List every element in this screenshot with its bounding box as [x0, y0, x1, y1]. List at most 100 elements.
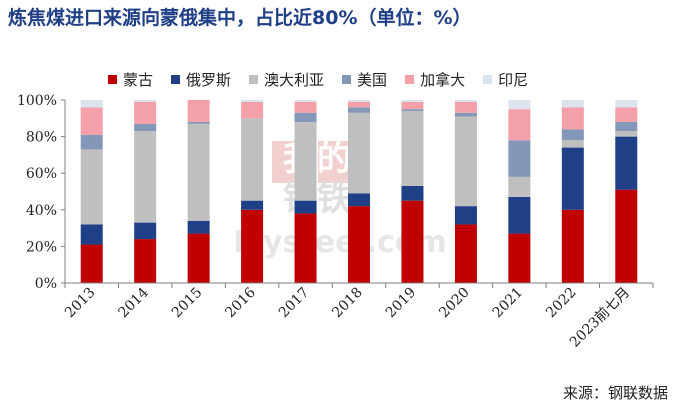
watermark-line1: 我的: [283, 139, 351, 179]
bar-segment-2019-加拿大: [401, 101, 424, 110]
source-note: 来源：钢联数据: [562, 384, 668, 402]
y-tick-label: 60%: [26, 166, 57, 182]
x-tick-label: 2019: [383, 285, 420, 322]
x-tick-label: 2018: [329, 285, 366, 322]
legend-label-mongolia: 蒙古: [123, 70, 154, 89]
legend: 蒙古 俄罗斯 澳大利亚 美国 加拿大 印尼: [108, 68, 528, 90]
legend-swatch-canada: [405, 74, 415, 84]
bar-segment-2014-印尼: [134, 100, 157, 102]
bar-segment-2021-印尼: [508, 100, 531, 110]
legend-label-canada: 加拿大: [420, 70, 466, 89]
bar-segment-2023前七月-美国: [615, 121, 638, 132]
bar-segment-2013-美国: [80, 134, 103, 150]
bar-segment-2014-美国: [134, 123, 157, 132]
legend-item-australia: 澳大利亚: [249, 69, 324, 90]
bar-segment-2021-美国: [508, 140, 531, 177]
bar-segment-2021-加拿大: [508, 109, 531, 141]
bar-segment-2020-美国: [454, 112, 477, 117]
bar-segment-2021-俄罗斯: [508, 196, 531, 234]
bar-segment-2021-蒙古: [508, 233, 531, 283]
bar-segment-2016-俄罗斯: [241, 200, 264, 210]
bar-segment-2019-蒙古: [401, 200, 424, 283]
bar-segment-2020-印尼: [454, 100, 477, 102]
legend-label-russia: 俄罗斯: [186, 70, 232, 89]
bar-segment-2021-澳大利亚: [508, 176, 531, 197]
bar-segment-2015-美国: [187, 121, 210, 124]
bar-segment-2014-澳大利亚: [134, 131, 157, 223]
bar-segment-2017-美国: [294, 112, 317, 122]
legend-label-usa: 美国: [357, 70, 388, 89]
legend-swatch-mongolia: [108, 74, 117, 84]
x-tick-label: 2016: [222, 284, 259, 321]
legend-swatch-usa: [342, 74, 352, 84]
bar-segment-2017-印尼: [294, 100, 317, 102]
bar-segment-2023前七月-俄罗斯: [615, 136, 638, 190]
x-tick-label: 2013: [62, 285, 99, 322]
bar-segment-2019-印尼: [401, 100, 424, 102]
bar-segment-2016-加拿大: [241, 101, 264, 119]
bar-segment-2014-加拿大: [134, 101, 157, 124]
x-tick-label: 2022: [543, 285, 580, 322]
bar-segment-2018-美国: [348, 107, 370, 113]
bar-segment-2020-蒙古: [454, 224, 477, 283]
bar-segment-2013-加拿大: [80, 107, 103, 135]
y-tick-label: 80%: [26, 130, 57, 146]
y-tick-label: 20%: [26, 239, 57, 255]
bar-segment-2016-澳大利亚: [241, 118, 264, 201]
bar-segment-2020-加拿大: [454, 101, 477, 113]
bar-segment-2015-加拿大: [187, 100, 210, 122]
y-tick-label: 0%: [35, 276, 57, 292]
watermark-line2: 钢铁: [283, 179, 351, 219]
bar-segment-2018-印尼: [348, 100, 370, 102]
x-tick-label: 2015: [169, 285, 206, 322]
bar-segment-2017-澳大利亚: [294, 121, 317, 201]
bar-segment-2018-澳大利亚: [348, 112, 370, 194]
legend-swatch-russia: [171, 74, 181, 84]
bar-segment-2017-俄罗斯: [294, 200, 317, 214]
legend-item-usa: 美国: [342, 69, 387, 90]
bar-segment-2022-印尼: [561, 100, 584, 108]
bar-segment-2016-蒙古: [241, 209, 264, 283]
bar-segment-2019-澳大利亚: [401, 110, 424, 187]
legend-item-mongolia: 蒙古: [108, 69, 153, 90]
x-tick-label: 2014: [115, 284, 152, 321]
bar-segment-2017-加拿大: [294, 101, 317, 113]
legend-label-australia: 澳大利亚: [264, 70, 325, 89]
x-tick-label: 2020: [436, 285, 473, 322]
bar-segment-2013-俄罗斯: [80, 224, 103, 245]
bar-segment-2013-印尼: [80, 100, 103, 108]
bar-segment-2018-俄罗斯: [348, 193, 370, 207]
watermark: 我的 钢铁 Mysteel.com: [233, 139, 447, 260]
legend-swatch-indonesia: [483, 74, 493, 84]
x-tick-label: 2017: [276, 285, 313, 322]
bar-segment-2023前七月-加拿大: [615, 107, 638, 122]
bar-segment-2020-俄罗斯: [454, 206, 477, 225]
bar-segment-2014-蒙古: [134, 239, 157, 283]
bar-segment-2013-蒙古: [80, 244, 103, 283]
bar-segment-2022-美国: [561, 129, 584, 141]
bar-segment-2022-加拿大: [561, 107, 584, 130]
legend-swatch-australia: [249, 74, 259, 84]
chart-title: 炼焦煤进口来源向蒙俄集中，占比近80%（单位：%）: [8, 7, 472, 29]
legend-item-canada: 加拿大: [405, 69, 465, 90]
y-tick-label: 100%: [17, 93, 57, 109]
bar-segment-2022-俄罗斯: [561, 147, 584, 210]
bar-segment-2019-俄罗斯: [401, 186, 424, 201]
bar-segment-2023前七月-澳大利亚: [615, 131, 638, 137]
bar-segment-2015-俄罗斯: [187, 220, 210, 234]
y-tick-label: 40%: [26, 203, 57, 219]
bar-segment-2013-澳大利亚: [80, 149, 103, 225]
bar-segment-2020-澳大利亚: [454, 116, 477, 207]
legend-item-indonesia: 印尼: [483, 69, 528, 90]
bars-layer: [80, 100, 638, 283]
bar-segment-2014-俄罗斯: [134, 222, 157, 240]
bar-segment-2022-蒙古: [561, 209, 584, 283]
bar-segment-2023前七月-印尼: [615, 100, 638, 108]
bar-segment-2019-美国: [401, 109, 424, 111]
axes-layer: 0% 20% 40% 60% 80% 100% 2013 2014 2015 2016 2017 20…: [17, 93, 654, 351]
legend-label-indonesia: 印尼: [498, 70, 529, 89]
bar-segment-2018-蒙古: [348, 206, 370, 283]
bar-segment-2015-蒙古: [187, 233, 210, 283]
bar-segment-2023前七月-蒙古: [615, 189, 638, 283]
